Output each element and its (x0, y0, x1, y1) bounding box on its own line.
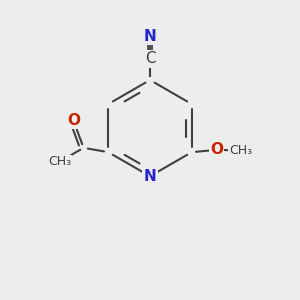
Text: N: N (144, 169, 156, 184)
Text: O: O (210, 142, 223, 158)
Text: CH₃: CH₃ (48, 155, 71, 168)
Text: CH₃: CH₃ (229, 144, 252, 157)
Text: N: N (144, 29, 156, 44)
Text: C: C (145, 52, 155, 67)
Text: O: O (67, 112, 80, 128)
